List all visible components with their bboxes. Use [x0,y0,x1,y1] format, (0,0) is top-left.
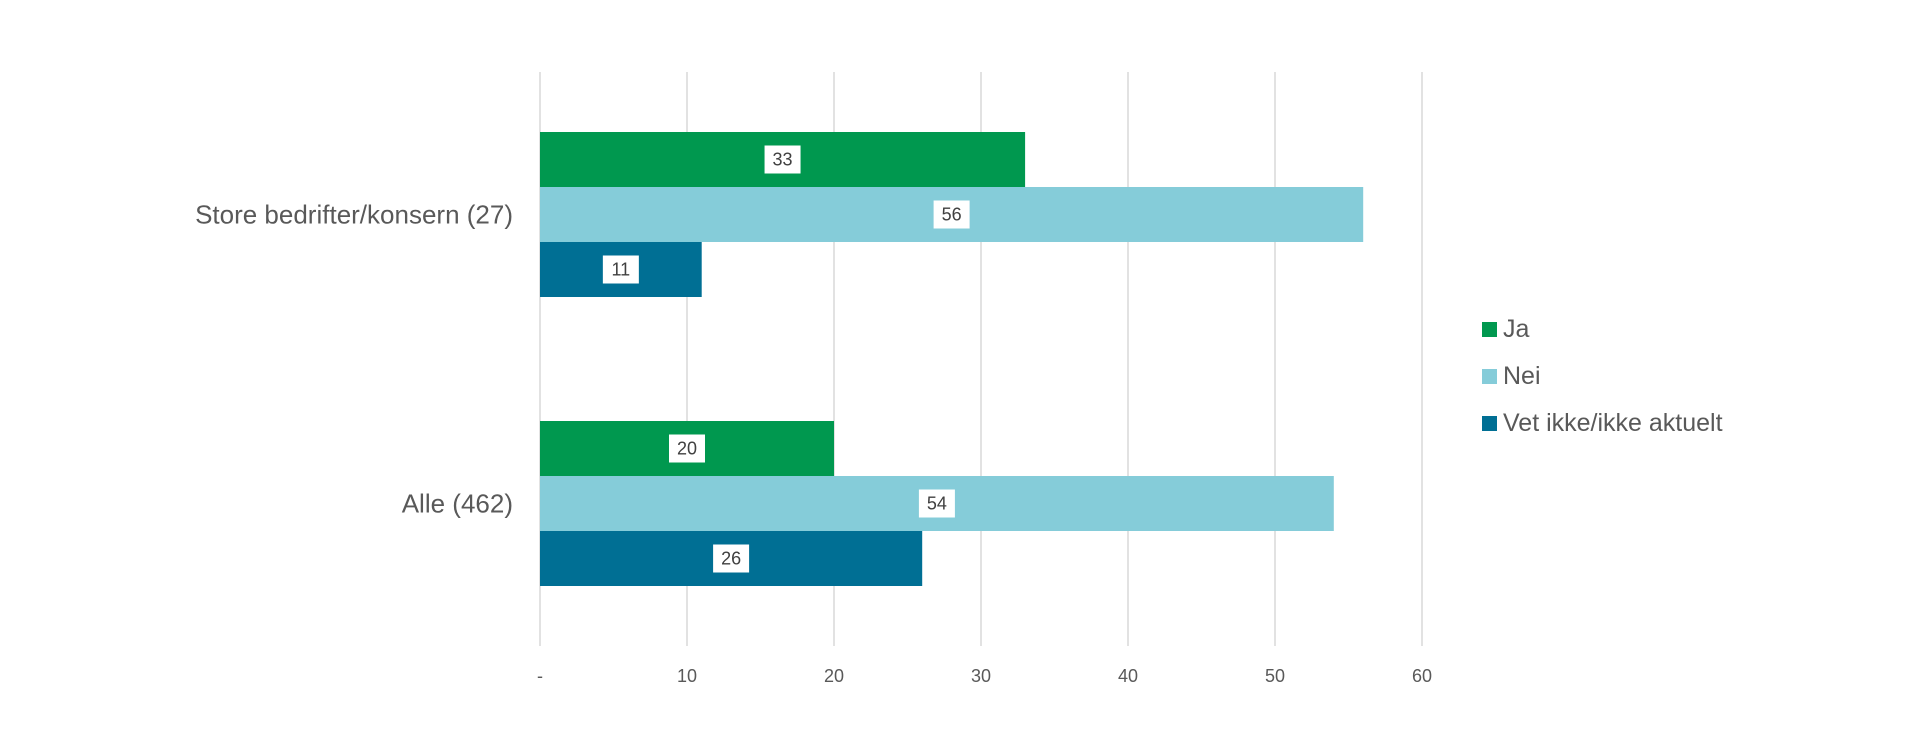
data-label-box-1-1 [918,489,955,518]
data-label-box-1-2 [713,544,750,573]
x-tick-label-2: 20 [824,666,844,686]
legend-item-vet-ikke: Vet ikke/ikke aktuelt [1482,400,1723,447]
legend-item-ja: Ja [1482,306,1723,353]
data-label-0-1: 56 [942,205,962,225]
data-label-box-1-0 [669,434,705,463]
legend-swatch-ja [1482,322,1497,337]
data-label-1-1: 54 [927,494,947,514]
x-tick-label-3: 30 [971,666,991,686]
data-label-1-2: 26 [721,549,741,569]
x-tick-label-5: 50 [1265,666,1285,686]
data-label-0-0: 33 [773,150,793,170]
category-label-0: Store bedrifter/konsern (27) [195,200,513,230]
data-label-1-0: 20 [677,439,697,459]
data-label-box-0-2 [602,255,639,284]
legend: Ja Nei Vet ikke/ikke aktuelt [1482,306,1723,447]
legend-label-nei: Nei [1503,362,1541,390]
x-tick-label-6: 60 [1412,666,1432,686]
data-label-box-0-1 [933,200,970,229]
legend-label-vet-ikke: Vet ikke/ikke aktuelt [1503,409,1723,437]
legend-item-nei: Nei [1482,353,1723,400]
data-label-0-2: 11 [612,260,631,280]
x-tick-label-1: 10 [677,666,697,686]
legend-swatch-vet-ikke [1482,416,1497,431]
category-label-1: Alle (462) [402,489,513,519]
legend-label-ja: Ja [1503,315,1530,343]
x-tick-label-4: 40 [1118,666,1138,686]
x-tick-label-0: - [537,666,543,686]
data-label-box-0-0 [764,145,801,174]
legend-swatch-nei [1482,369,1497,384]
